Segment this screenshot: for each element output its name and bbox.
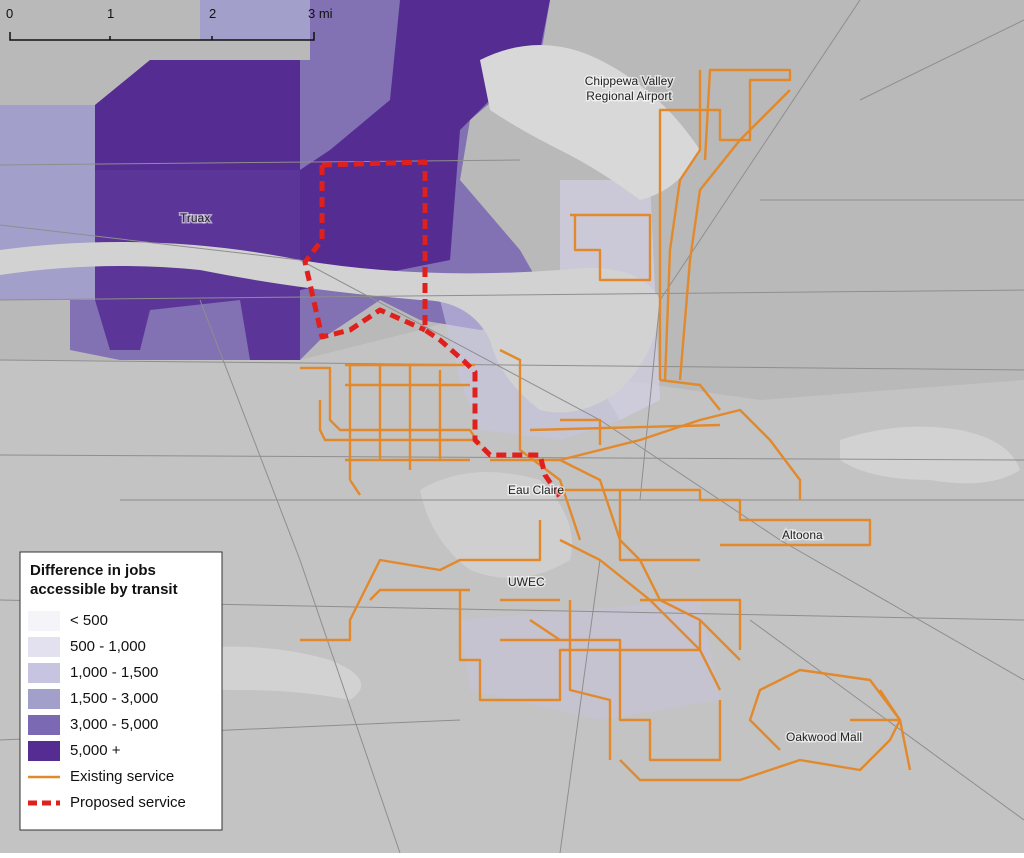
existing-route-segment xyxy=(659,378,721,411)
existing-route-segment xyxy=(570,213,652,282)
existing-route-segment xyxy=(529,418,721,445)
existing-route-segment xyxy=(369,588,561,641)
legend-title: accessible by transit xyxy=(30,581,178,598)
place-label: UWEC xyxy=(508,575,545,589)
existing-route-segment xyxy=(663,70,702,381)
place-label: Truax xyxy=(180,211,210,225)
place-label: Eau Claire xyxy=(508,483,564,497)
proposed-route-line xyxy=(302,159,563,499)
existing-route-segment xyxy=(500,638,722,762)
legend-label: 3,000 - 5,000 xyxy=(70,716,158,733)
legend-swatch xyxy=(28,611,60,631)
legend-label: Proposed service xyxy=(70,794,186,811)
legend: Difference in jobs accessible by transit… xyxy=(19,551,223,831)
existing-route-segment xyxy=(618,490,700,562)
existing-route-segment xyxy=(500,598,742,650)
existing-route-segment xyxy=(458,590,702,702)
existing-routes xyxy=(300,68,912,782)
legend-label: Existing service xyxy=(70,768,174,785)
scale-label: 1 xyxy=(107,6,114,21)
legend-label: 1,500 - 3,000 xyxy=(70,690,158,707)
existing-route-segment xyxy=(300,520,542,642)
legend-label: 1,000 - 1,500 xyxy=(70,664,158,681)
existing-route-segment xyxy=(499,348,582,541)
existing-route-segment xyxy=(568,600,612,760)
legend-label: 5,000 + xyxy=(70,742,121,759)
existing-route-segment xyxy=(345,363,475,480)
existing-route-segment xyxy=(560,488,872,547)
existing-route-segment xyxy=(658,68,792,380)
proposed-route xyxy=(302,159,563,499)
legend-label: 500 - 1,000 xyxy=(70,638,146,655)
legend-swatch xyxy=(28,715,60,735)
legend-swatch xyxy=(28,637,60,657)
scale-label: 3 mi xyxy=(308,6,333,21)
scale-bar: 0 1 2 3 mi xyxy=(6,6,333,41)
place-label: Oakwood Mall xyxy=(786,730,862,744)
legend-swatch xyxy=(28,689,60,709)
existing-route-segment xyxy=(345,458,470,496)
existing-route-segment xyxy=(678,89,791,381)
place-label: Altoona xyxy=(782,528,823,542)
scale-label: 0 xyxy=(6,6,13,21)
legend-title: Difference in jobs xyxy=(30,562,156,579)
existing-route-segment xyxy=(619,668,902,782)
scale-line xyxy=(9,32,315,41)
existing-route-segment xyxy=(300,366,481,446)
legend-swatch xyxy=(28,741,60,761)
legend-swatch xyxy=(28,663,60,683)
place-label: Regional Airport xyxy=(586,89,672,103)
scale-label: 2 xyxy=(209,6,216,21)
existing-route-segment xyxy=(850,689,912,771)
legend-label: < 500 xyxy=(70,612,108,629)
existing-route-segment xyxy=(318,400,475,442)
existing-route-segment xyxy=(490,408,802,500)
place-label: Chippewa Valley xyxy=(585,74,674,88)
